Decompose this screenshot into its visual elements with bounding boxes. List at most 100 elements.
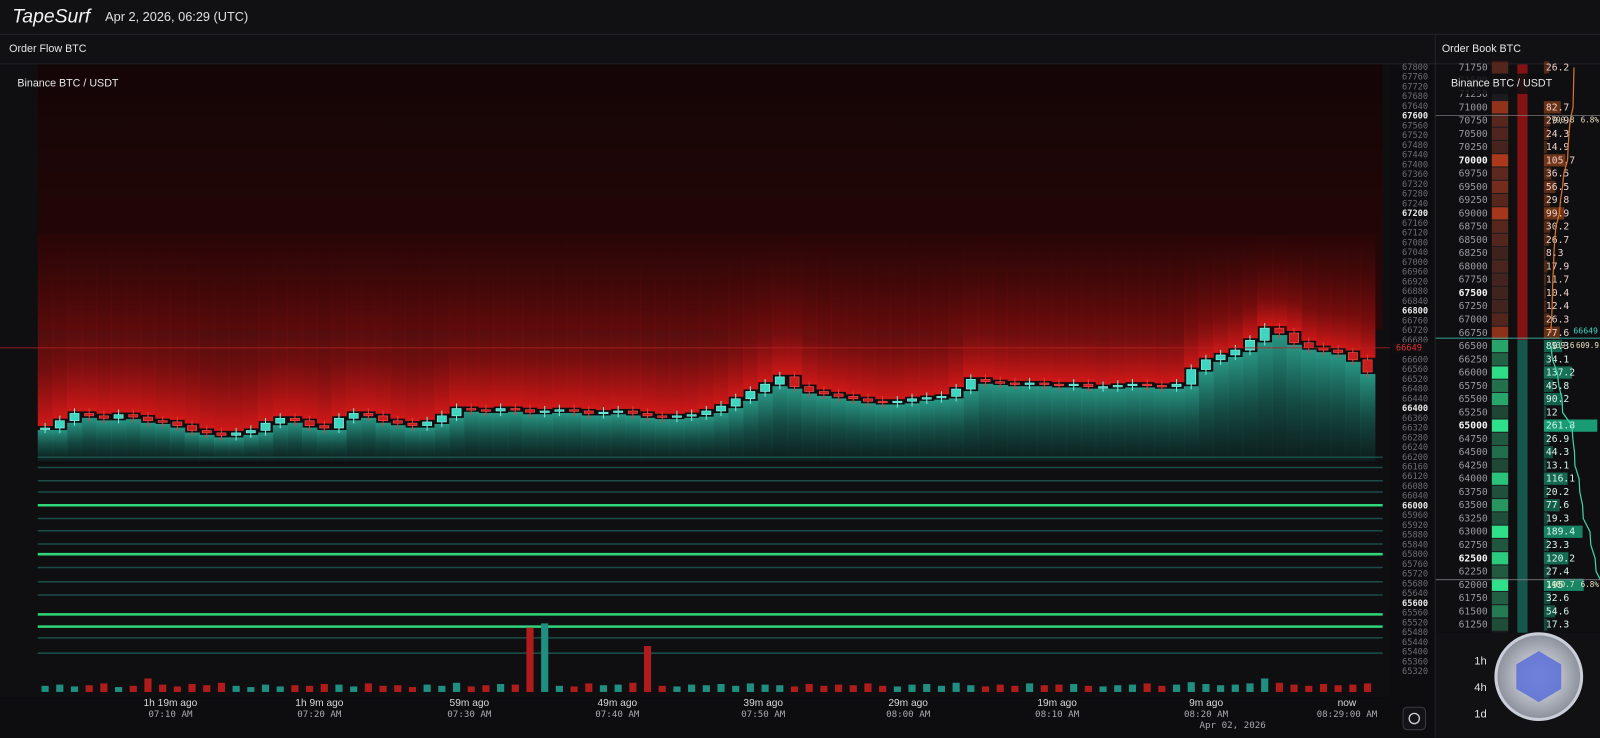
heat-cell [1491,154,1509,167]
price-tick-label: 65720 [1402,570,1428,580]
book-size: 17.9 [1546,261,1569,272]
current-price-label: 66649 [1396,343,1422,353]
size-bar [1543,167,1552,180]
candle [583,410,594,414]
heat-ask-column [52,234,68,419]
heat-cell [1491,552,1509,565]
heat-cell [1491,313,1509,326]
logo[interactable]: TapeSurf [12,6,93,28]
volume-bar [85,685,93,692]
annotation-total: 139.6 [1551,341,1574,350]
heat-ask-column [787,234,803,375]
candle [1083,383,1094,387]
volume-bar [1172,684,1181,692]
panel-header [0,34,1435,64]
book-price: 70500 [1459,129,1488,140]
candle [1215,354,1226,361]
volume-bar [673,686,681,692]
candle [481,409,491,412]
book-price: 61500 [1459,606,1488,617]
candle [1347,352,1358,361]
heat-bid-column [434,423,450,462]
heat-bid-column [948,398,964,462]
time-ago-label: 1h 19m ago [144,698,198,709]
volume-bar [261,684,270,692]
price-tick-label: 66800 [1402,307,1428,317]
heat-bid-column [449,417,465,462]
heat-ask-column [845,234,862,395]
candle [760,383,770,392]
heat-cell [1491,578,1509,591]
heat-bid-column [713,413,729,462]
price-tick-label: 66880 [1402,287,1428,297]
book-price: 66750 [1459,328,1488,339]
volume-bar [688,684,696,692]
price-tick-label: 66440 [1402,394,1428,404]
heat-ask-column [875,234,891,400]
volume-bar [1363,683,1372,692]
volume-bar [467,686,475,692]
candle [1068,383,1079,387]
heatmap [37,234,1376,462]
candle [863,398,873,402]
heat-bid-column [566,413,582,462]
timeframe-label[interactable]: 1h [1474,655,1486,667]
book-size: 14.9 [1546,142,1569,153]
timeframe-label[interactable]: 1d [1474,708,1486,720]
heat-cell [1491,591,1509,605]
price-tick-label: 65800 [1402,550,1428,560]
price-tick-label: 66400 [1402,404,1428,414]
price-tick-label: 66960 [1402,268,1428,278]
candle [348,413,359,419]
heat-ask-column [228,234,244,431]
heat-bid-column [331,430,347,462]
time-label: 07:20 AM [297,709,342,720]
price-tick-label: 65400 [1402,648,1428,658]
book-price: 69750 [1459,169,1488,180]
book-price: 65250 [1459,407,1488,418]
volume-bar [717,684,725,692]
heat-ask-column [1036,234,1053,381]
volume-bar [570,686,578,692]
label-bg [1444,73,1554,94]
volume-bar [497,684,505,692]
timeframe-label[interactable]: 4h [1474,682,1486,694]
size-bar [1543,286,1546,300]
heat-ask-column [1066,234,1082,383]
candle [789,376,800,387]
book-price: 62250 [1459,567,1488,578]
candle [363,413,374,417]
refresh-icon[interactable] [1408,712,1421,725]
heat-ask-column [346,234,362,412]
size-bar [1543,406,1547,419]
book-size: 77.6 [1546,500,1569,511]
heat-ask-column [1227,234,1244,349]
heat-cell [1491,499,1509,512]
volume-bar [291,685,299,692]
heat-bid-column [963,391,979,462]
heat-ask-column [478,234,494,408]
volume-bar [820,685,828,692]
price-tick-label: 66360 [1402,414,1428,424]
heat-bid-column [610,414,627,462]
heat-cell [1491,512,1509,525]
candle [378,415,388,422]
candle [892,400,903,404]
volume-bar [1070,684,1078,692]
book-price: 70000 [1459,155,1488,166]
heat-cell [1491,273,1509,286]
size-bar [1543,127,1549,140]
heat-cell [1491,101,1509,114]
volume-bar [526,627,534,692]
heat-bid-column [1139,387,1155,462]
book-size: 120.2 [1546,553,1575,564]
refresh-button[interactable] [1402,706,1427,731]
time-label: 08:29:00 AM [1317,709,1378,720]
book-size: 116.1 [1546,474,1575,485]
book-price: 64500 [1459,447,1488,458]
heat-bid-column [845,400,862,462]
size-bar [1543,432,1550,446]
heat-ask-column [155,234,171,419]
heat-bid-column [243,434,259,462]
heat-bid-column [1110,388,1126,462]
